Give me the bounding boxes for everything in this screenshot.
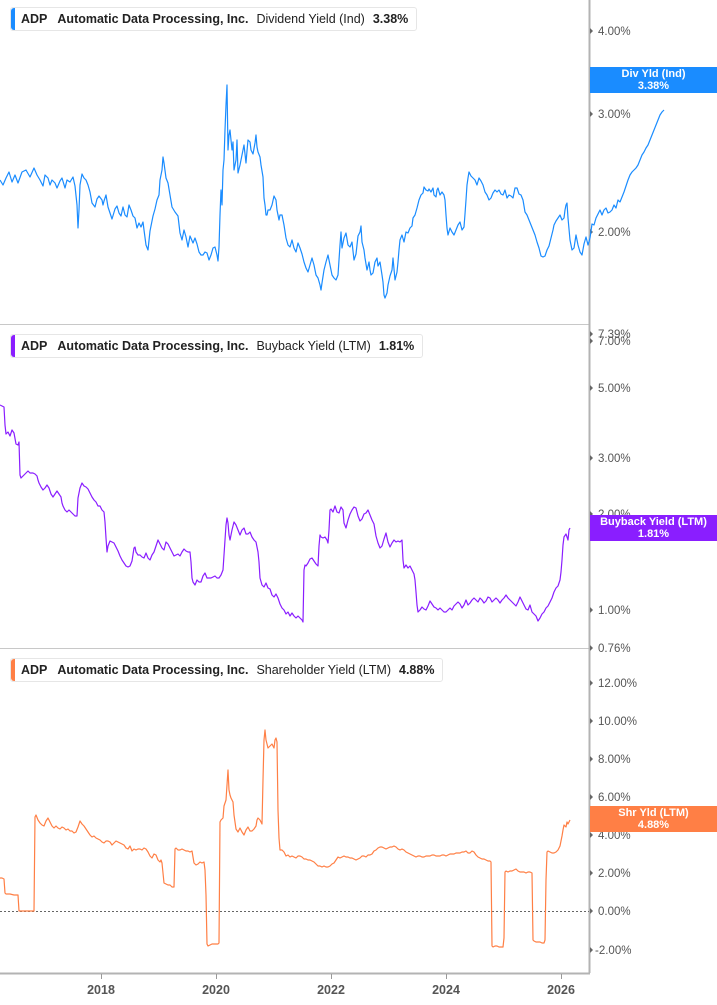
last-value-tag-buyback: Buyback Yield (LTM) 1.81% [590,515,717,541]
series-color-swatch [11,8,15,30]
y-tick-label: 7.00% [598,336,631,348]
tag-label: Shr Yld (LTM) [618,807,689,819]
tag-label: Div Yld (Ind) [621,68,686,80]
x-tick-label: 2022 [317,983,345,997]
legend-metric: Dividend Yield (Ind) [256,12,365,26]
y-tick-label: 1.00% [598,605,631,617]
y-tick-label: 3.00% [598,453,631,465]
x-axis-ticks [101,974,562,979]
legend-ticker: ADP [21,12,48,26]
tag-value: 1.81% [637,528,670,540]
legend-company: Automatic Data Processing, Inc. [57,663,249,677]
x-tick-label: 2018 [87,983,115,997]
legend-value: 4.88% [399,663,435,677]
buyback-yield-line [0,404,571,623]
x-tick-label: 2020 [202,983,230,997]
dividend-yield-line [0,84,665,299]
legend-value: 1.81% [378,339,415,353]
tag-label: Buyback Yield (LTM) [600,516,707,528]
y-tick-label: 2.00% [598,227,631,239]
last-value-tag-shareholder: Shr Yld (LTM) 4.88% [590,806,717,832]
y-tick-label: 12.00% [598,678,637,690]
x-tick-label: 2024 [432,983,460,997]
legend-buyback-yield[interactable]: ADP Automatic Data Processing, Inc. Buyb… [10,334,424,358]
legend-shareholder-yield[interactable]: ADP Automatic Data Processing, Inc. Shar… [10,658,444,682]
y-tick-label: 4.00% [598,830,631,842]
y-tick-label: 3.00% [598,109,631,121]
legend-company: Automatic Data Processing, Inc. [57,12,249,26]
series-color-swatch [11,335,15,357]
legend-company: Automatic Data Processing, Inc. [57,339,249,353]
x-tick-label: 2026 [547,983,575,997]
legend-ticker: ADP [21,663,48,677]
y-tick-label: 0.76% [598,643,631,655]
y-axis-ticks-shareholder [590,680,593,953]
last-value-tag-dividend: Div Yld (Ind) 3.38% [590,67,717,93]
legend-ticker: ADP [21,339,48,353]
y-tick-label: 6.00% [598,792,631,804]
y-tick-label: -2.00% [595,945,631,957]
y-tick-label: 0.00% [598,906,631,918]
y-tick-label: 2.00% [598,868,631,880]
y-tick-label: 10.00% [598,716,637,728]
tag-value: 3.38% [637,80,670,92]
tag-value: 4.88% [637,819,670,831]
legend-metric: Buyback Yield (LTM) [256,339,371,353]
legend-value: 3.38% [372,12,409,26]
y-tick-label: 4.00% [598,26,631,38]
series-color-swatch [11,659,15,681]
legend-metric: Shareholder Yield (LTM) [256,663,391,677]
y-tick-label: 7.39% [598,329,631,341]
y-tick-label: 8.00% [598,754,631,766]
y-tick-label: 5.00% [598,383,631,395]
shareholder-yield-line [0,729,571,948]
legend-dividend-yield[interactable]: ADP Automatic Data Processing, Inc. Divi… [10,7,418,31]
